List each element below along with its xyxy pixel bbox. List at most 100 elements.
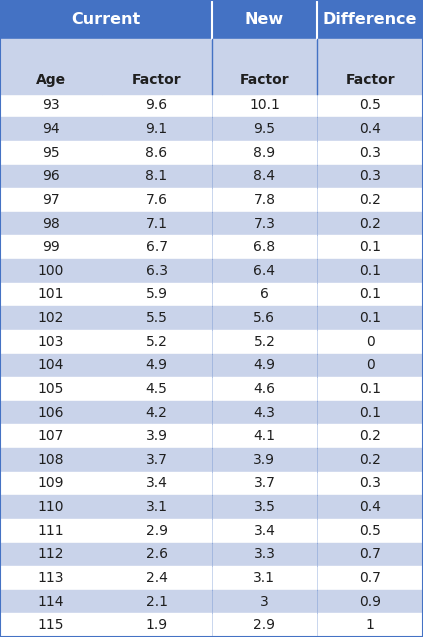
Text: 8.4: 8.4 bbox=[253, 169, 275, 183]
Text: 3.4: 3.4 bbox=[253, 524, 275, 538]
Text: 0.1: 0.1 bbox=[359, 311, 381, 325]
Text: 0.1: 0.1 bbox=[359, 264, 381, 278]
Bar bbox=[0, 141, 423, 164]
Bar bbox=[0, 471, 423, 495]
Text: 0.5: 0.5 bbox=[359, 99, 381, 113]
Text: 7.6: 7.6 bbox=[146, 193, 168, 207]
Text: 4.9: 4.9 bbox=[253, 359, 275, 372]
Text: 5.6: 5.6 bbox=[253, 311, 275, 325]
Text: 3.7: 3.7 bbox=[146, 453, 168, 467]
Text: 0.2: 0.2 bbox=[359, 217, 381, 231]
Text: 107: 107 bbox=[38, 429, 64, 443]
Text: 1: 1 bbox=[366, 618, 374, 632]
Bar bbox=[102, 39, 212, 94]
Bar bbox=[0, 590, 423, 613]
Text: 5.2: 5.2 bbox=[146, 334, 168, 348]
Text: 0.2: 0.2 bbox=[359, 453, 381, 467]
Text: 3.4: 3.4 bbox=[146, 476, 168, 490]
Text: 7.3: 7.3 bbox=[253, 217, 275, 231]
Text: 8.1: 8.1 bbox=[146, 169, 168, 183]
Bar bbox=[0, 236, 423, 259]
Bar bbox=[0, 259, 423, 283]
Bar bbox=[0, 306, 423, 330]
Text: 97: 97 bbox=[42, 193, 60, 207]
Bar bbox=[0, 613, 423, 637]
Text: 98: 98 bbox=[42, 217, 60, 231]
Text: 4.1: 4.1 bbox=[253, 429, 275, 443]
Text: 100: 100 bbox=[38, 264, 64, 278]
Text: Difference: Difference bbox=[323, 12, 418, 27]
Text: 0.2: 0.2 bbox=[359, 429, 381, 443]
Text: 0.9: 0.9 bbox=[359, 594, 381, 608]
Bar bbox=[0, 424, 423, 448]
Text: 1.9: 1.9 bbox=[146, 618, 168, 632]
Text: 6.4: 6.4 bbox=[253, 264, 275, 278]
Text: 0.3: 0.3 bbox=[359, 146, 381, 160]
Bar bbox=[0, 117, 423, 141]
Bar bbox=[0, 211, 423, 236]
Text: 101: 101 bbox=[38, 287, 64, 301]
Text: 3.3: 3.3 bbox=[253, 547, 275, 561]
Bar bbox=[0, 543, 423, 566]
Bar bbox=[0, 519, 423, 543]
Text: 4.6: 4.6 bbox=[253, 382, 275, 396]
Text: 3: 3 bbox=[260, 594, 269, 608]
Text: 3.5: 3.5 bbox=[253, 500, 275, 514]
Text: 109: 109 bbox=[38, 476, 64, 490]
Bar bbox=[212, 0, 317, 39]
Bar bbox=[0, 448, 423, 471]
Text: 105: 105 bbox=[38, 382, 64, 396]
Text: 0: 0 bbox=[366, 334, 374, 348]
Text: 106: 106 bbox=[38, 406, 64, 420]
Text: 6.8: 6.8 bbox=[253, 240, 275, 254]
Text: 9.1: 9.1 bbox=[146, 122, 168, 136]
Bar bbox=[212, 39, 317, 94]
Bar bbox=[0, 164, 423, 188]
Text: 0: 0 bbox=[366, 359, 374, 372]
Text: 5.2: 5.2 bbox=[253, 334, 275, 348]
Text: 2.6: 2.6 bbox=[146, 547, 168, 561]
Text: 111: 111 bbox=[38, 524, 64, 538]
Text: 2.1: 2.1 bbox=[146, 594, 168, 608]
Text: 0.1: 0.1 bbox=[359, 406, 381, 420]
Text: 113: 113 bbox=[38, 571, 64, 585]
Text: 0.3: 0.3 bbox=[359, 169, 381, 183]
Text: 2.9: 2.9 bbox=[253, 618, 275, 632]
Bar bbox=[0, 188, 423, 211]
Text: 103: 103 bbox=[38, 334, 64, 348]
Text: Current: Current bbox=[71, 12, 140, 27]
Text: 93: 93 bbox=[42, 99, 60, 113]
Text: 5.9: 5.9 bbox=[146, 287, 168, 301]
Text: 6: 6 bbox=[260, 287, 269, 301]
Text: Factor: Factor bbox=[132, 73, 181, 87]
Bar bbox=[0, 330, 423, 354]
Text: 0.4: 0.4 bbox=[359, 500, 381, 514]
Bar bbox=[0, 0, 212, 39]
Text: 10.1: 10.1 bbox=[249, 99, 280, 113]
Text: 6.3: 6.3 bbox=[146, 264, 168, 278]
Text: 115: 115 bbox=[38, 618, 64, 632]
Text: 3.1: 3.1 bbox=[146, 500, 168, 514]
Text: 9.6: 9.6 bbox=[146, 99, 168, 113]
Text: 4.2: 4.2 bbox=[146, 406, 168, 420]
Text: 96: 96 bbox=[42, 169, 60, 183]
Text: 6.7: 6.7 bbox=[146, 240, 168, 254]
Bar bbox=[0, 354, 423, 377]
Bar bbox=[0, 401, 423, 424]
Text: 8.9: 8.9 bbox=[253, 146, 275, 160]
Text: 114: 114 bbox=[38, 594, 64, 608]
Text: 0.1: 0.1 bbox=[359, 382, 381, 396]
Bar bbox=[0, 377, 423, 401]
Text: Factor: Factor bbox=[345, 73, 395, 87]
Bar bbox=[0, 283, 423, 306]
Text: 99: 99 bbox=[42, 240, 60, 254]
Text: 3.7: 3.7 bbox=[253, 476, 275, 490]
Text: 95: 95 bbox=[42, 146, 60, 160]
Text: Factor: Factor bbox=[239, 73, 289, 87]
Text: 110: 110 bbox=[38, 500, 64, 514]
Text: 0.5: 0.5 bbox=[359, 524, 381, 538]
Text: New: New bbox=[245, 12, 284, 27]
Text: 7.8: 7.8 bbox=[253, 193, 275, 207]
Text: 0.1: 0.1 bbox=[359, 240, 381, 254]
Text: 4.9: 4.9 bbox=[146, 359, 168, 372]
